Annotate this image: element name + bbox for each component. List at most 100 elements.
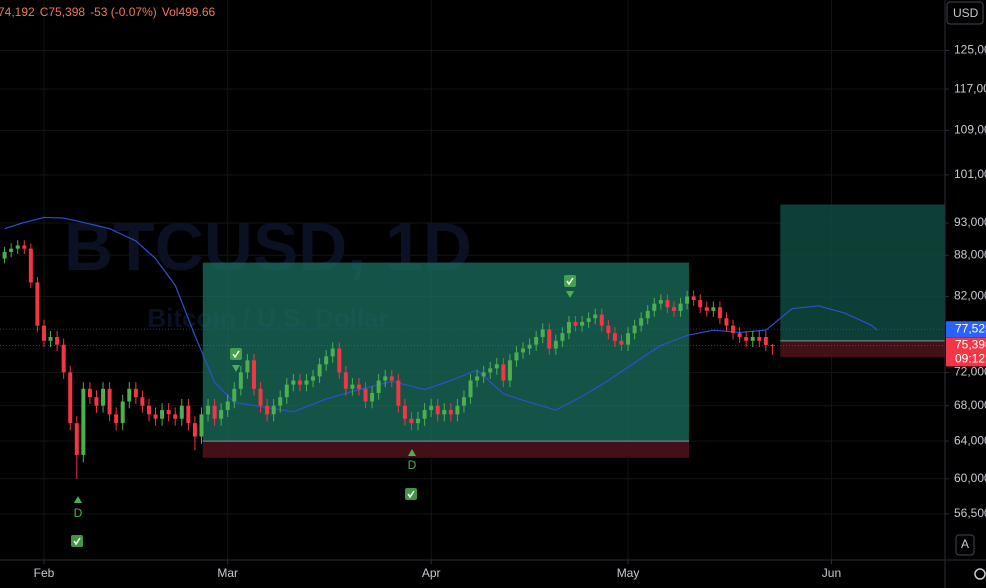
- legend-header: 74,192 C75,398 -53 (-0.07%) Vol499.66: [0, 5, 215, 19]
- candle-body: [599, 314, 604, 326]
- candle-body: [356, 384, 361, 389]
- candle-body: [704, 307, 709, 311]
- candle-body: [127, 388, 132, 402]
- candle-body: [547, 329, 552, 349]
- candle-body: [251, 360, 256, 389]
- y-tick-label: 93,000: [954, 215, 986, 229]
- candle-body: [324, 356, 329, 365]
- candle-body: [566, 321, 571, 334]
- signal-arrow: [566, 291, 574, 298]
- candle-body: [521, 348, 526, 353]
- candle-body: [685, 296, 690, 304]
- signal-check-mark: [407, 490, 415, 499]
- candle-body: [343, 372, 348, 389]
- signal-check: [230, 348, 242, 360]
- candle-body: [68, 372, 73, 424]
- candle-body: [481, 372, 486, 377]
- candle-body: [750, 336, 755, 341]
- candle-body: [527, 344, 532, 349]
- candle-body: [573, 321, 578, 326]
- candle-body: [757, 336, 762, 341]
- settings-icon[interactable]: [974, 568, 986, 580]
- candle-body: [363, 388, 368, 402]
- y-tick-label: 125,000: [954, 43, 986, 57]
- candle-body: [737, 333, 742, 337]
- candle-body: [770, 345, 775, 347]
- auto-scale[interactable]: A: [961, 537, 969, 551]
- candle-body: [304, 380, 309, 385]
- candle-body: [698, 300, 703, 308]
- candle-body: [22, 245, 27, 249]
- header-value: Vol499.66: [162, 5, 216, 19]
- signal-arrow: [408, 449, 416, 456]
- candle-body: [278, 397, 283, 406]
- countdown: 09:12:: [955, 352, 986, 366]
- candle-body: [711, 307, 716, 311]
- candle-body: [55, 336, 60, 345]
- candle-body: [370, 392, 375, 402]
- candle-body: [74, 423, 79, 455]
- signal-arrow: [74, 496, 82, 503]
- auto-scale-button[interactable]: [955, 534, 975, 556]
- candle-body: [87, 388, 92, 398]
- x-tick-label: Apr: [422, 566, 441, 580]
- candle-body: [48, 336, 53, 341]
- candle-body: [619, 340, 624, 345]
- candle-body: [560, 333, 565, 341]
- candle-body: [133, 388, 138, 398]
- candle-body: [219, 410, 224, 419]
- header-value: C75,398: [40, 5, 86, 19]
- target-zone: [780, 204, 945, 341]
- candle-body: [41, 325, 46, 341]
- candle-body: [586, 318, 591, 322]
- candle-body: [212, 405, 217, 419]
- candle-body: [153, 414, 158, 419]
- stop-zone: [202, 441, 690, 458]
- y-tick-label: 56,500: [954, 506, 986, 520]
- candle-body: [448, 410, 453, 415]
- candle-body: [514, 352, 519, 361]
- candle-body: [652, 303, 657, 311]
- candle-body: [409, 418, 414, 424]
- annotation: D: [408, 458, 417, 472]
- candle-body: [107, 388, 112, 415]
- candle-body: [665, 300, 670, 308]
- currency-button[interactable]: [946, 1, 984, 25]
- candle-body: [593, 314, 598, 319]
- x-tick-label: Jun: [822, 566, 841, 580]
- candle-body: [114, 414, 119, 424]
- candle-body: [192, 423, 197, 437]
- candle-body: [9, 248, 14, 252]
- candle-body: [580, 321, 585, 326]
- candle-body: [146, 405, 151, 415]
- candle-body: [540, 329, 545, 337]
- candle-body: [416, 418, 421, 424]
- candle-body: [475, 376, 480, 381]
- candle-body: [691, 296, 696, 301]
- header-value: 74,192: [0, 5, 35, 19]
- candle-body: [28, 248, 33, 283]
- price-label: 77,525: [955, 321, 986, 335]
- price-label-box: [946, 321, 986, 338]
- candle-body: [376, 380, 381, 393]
- candle-body: [455, 405, 460, 415]
- signal-arrow: [232, 365, 240, 372]
- candle-body: [225, 401, 230, 411]
- candle-body: [442, 410, 447, 415]
- candle-body: [206, 405, 211, 415]
- signal-check: [564, 275, 576, 287]
- signal-check: [71, 535, 83, 547]
- candle-body: [639, 318, 644, 326]
- candle-body: [389, 376, 394, 381]
- candle-body: [160, 410, 165, 419]
- candle-body: [140, 397, 145, 406]
- candle-body: [488, 368, 493, 373]
- candle-body: [501, 364, 506, 381]
- currency[interactable]: USD: [953, 6, 979, 20]
- candle-body: [350, 384, 355, 389]
- countdown-box: [946, 352, 986, 367]
- candle-body: [337, 348, 342, 373]
- candle-body: [744, 336, 749, 341]
